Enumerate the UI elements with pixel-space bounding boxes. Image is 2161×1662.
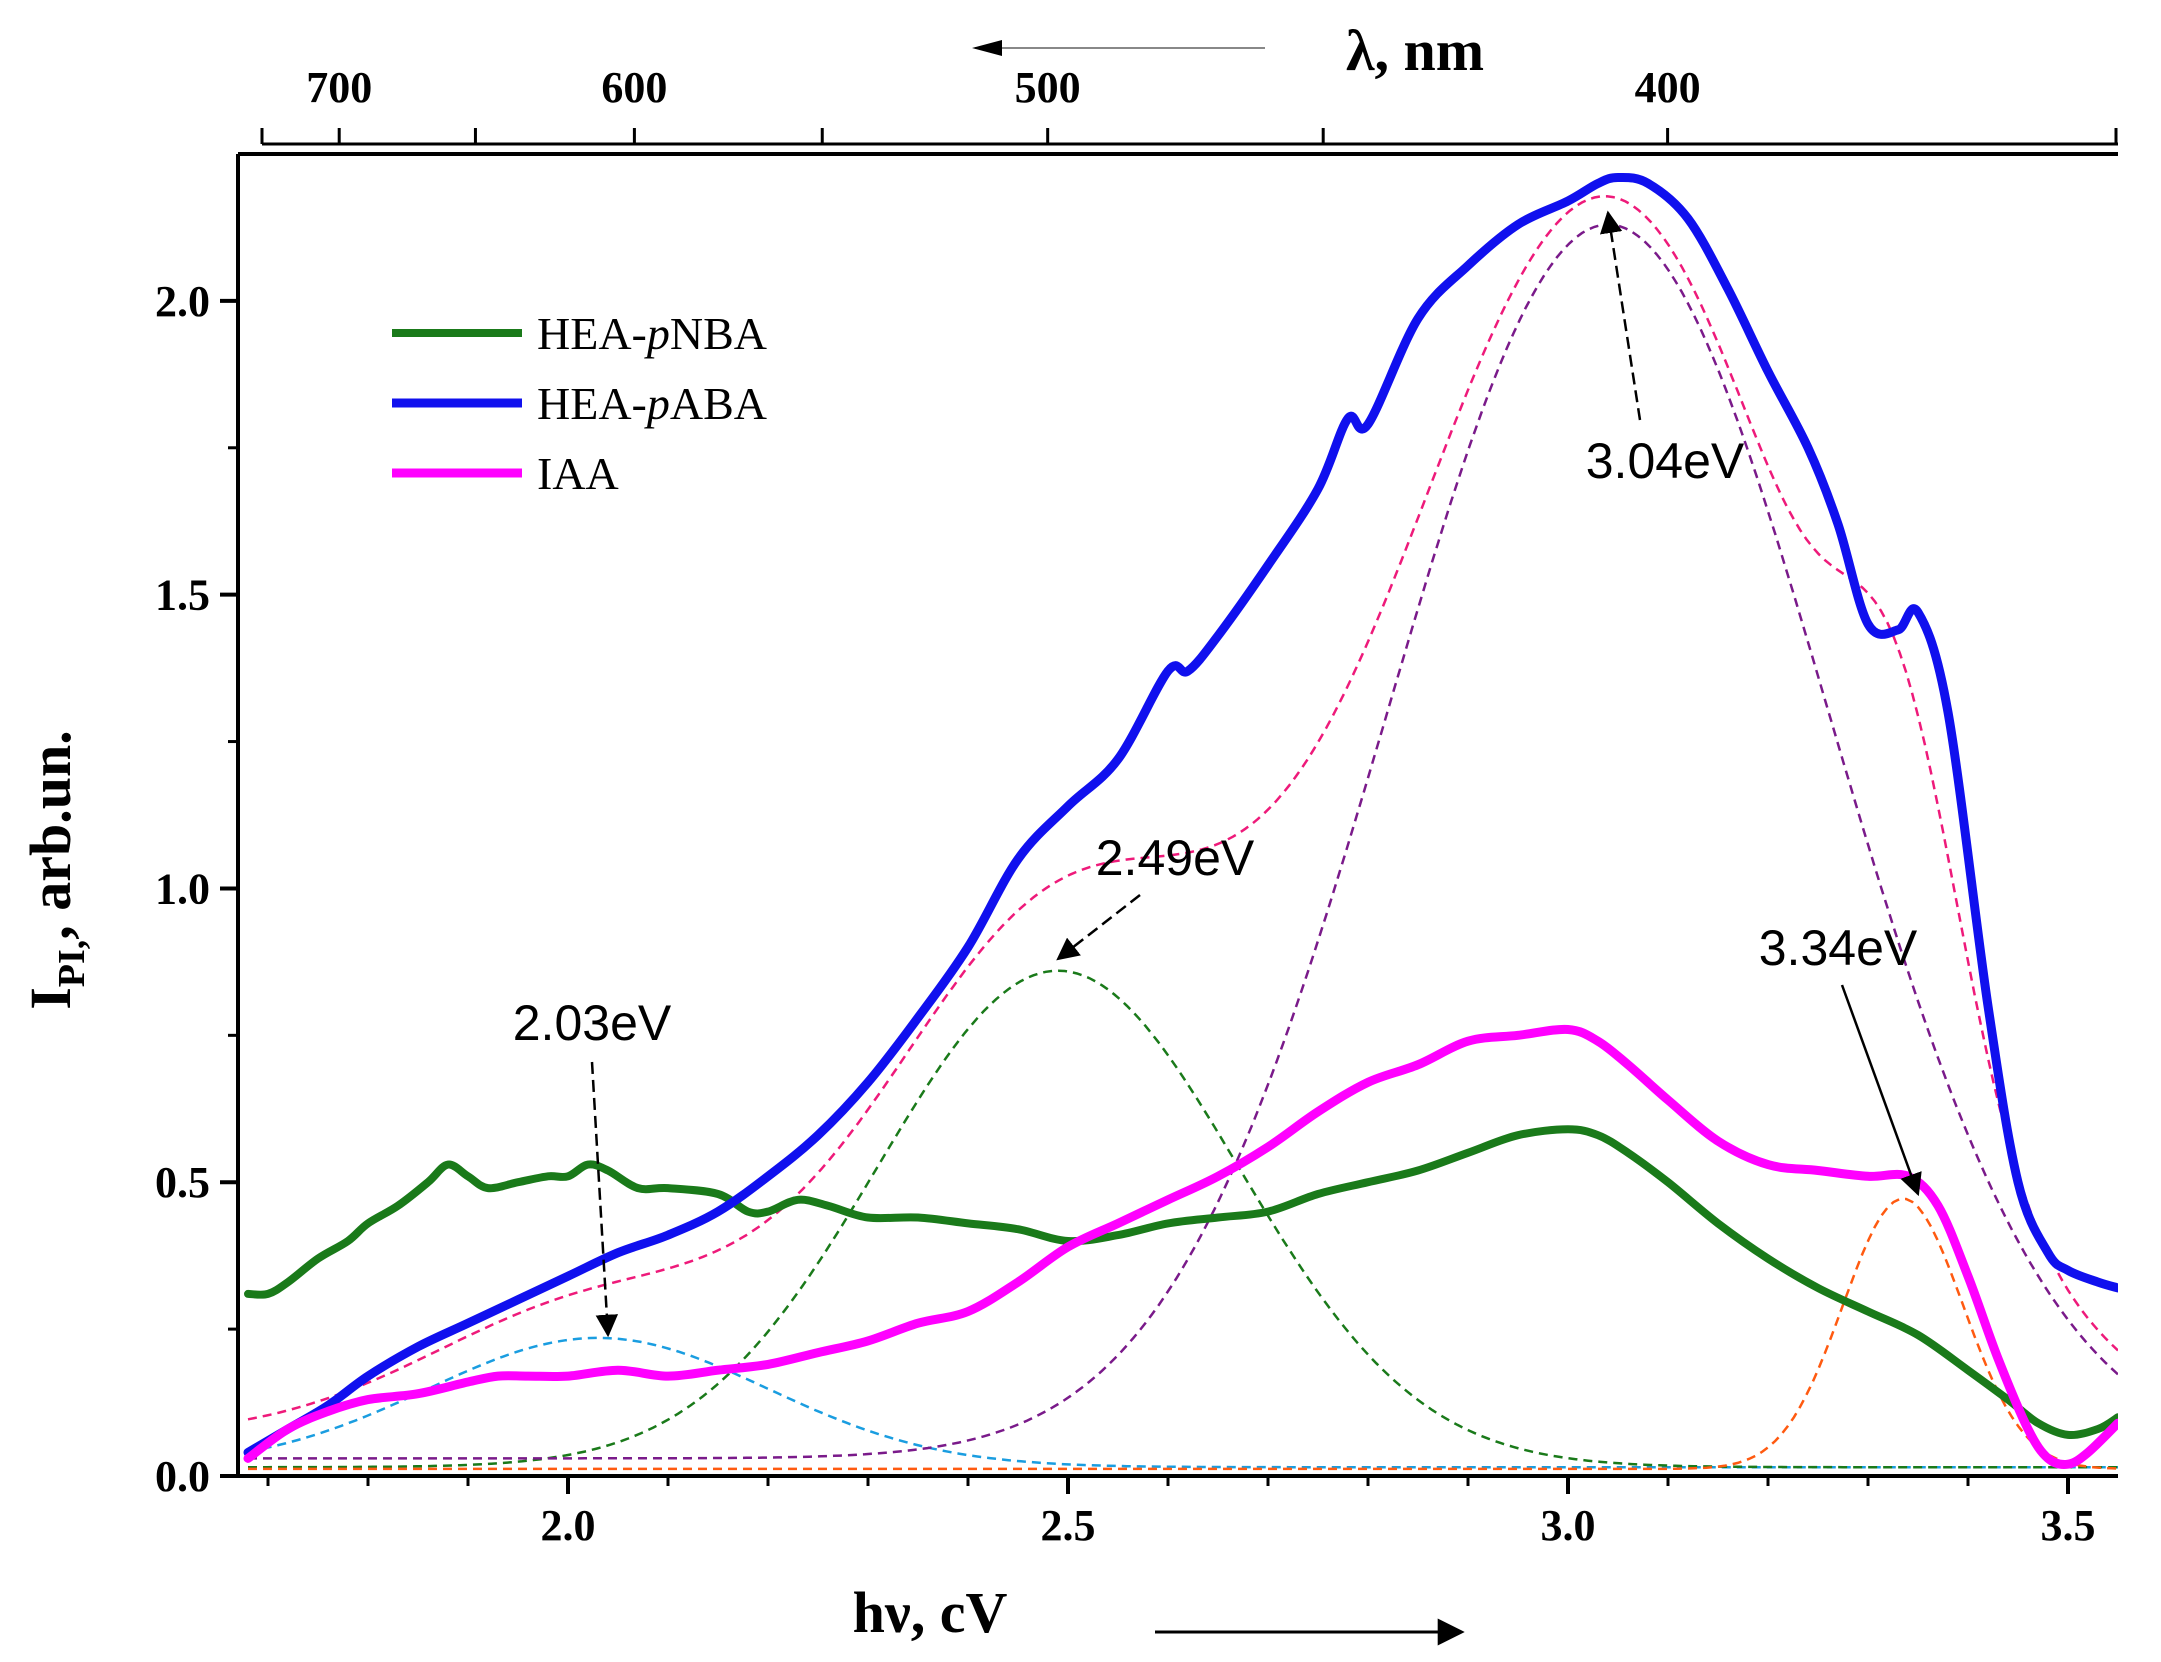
- fit-curves: [247, 195, 2118, 1471]
- annotation-label-3.34eV: 3.34eV: [1759, 920, 1918, 976]
- fit-3.34eV-curve: [248, 1197, 2118, 1471]
- axes: 2.0 2.5 3.0 3.5 0.0 0.5 1.0 1.5 2.0 700 600 500 400 h…: [18, 18, 2118, 1646]
- fit-2.49eV-curve: [248, 969, 2118, 1469]
- x-tick-label: 2.0: [541, 1501, 596, 1550]
- data-series: [243, 172, 2118, 1470]
- annotation-arrow-3.34eV: [1840, 984, 1922, 1197]
- fit-sum-curve: [247, 195, 2118, 1421]
- wavelength-axis-title: λ, nm: [1346, 18, 1484, 83]
- x-tick-label: 3.5: [2041, 1501, 2096, 1550]
- annotation-arrow-2.03eV: [590, 1061, 619, 1338]
- annotation-label-3.04eV: 3.04eV: [1586, 433, 1745, 489]
- fit-2.03eV-curve: [247, 1336, 2118, 1469]
- y-axis-title: IPI,, arb.un.: [18, 730, 93, 1010]
- annotation-arrow-2.49eV: [1056, 894, 1141, 961]
- annotation-label-2.03eV: 2.03eV: [513, 995, 672, 1051]
- legend-label-IAA: IAA: [537, 448, 619, 499]
- annotation-arrow-3.04eV: [1599, 210, 1642, 421]
- peak-annotations: 2.03eV 2.49eV 3.04eV 3.34eV: [513, 210, 1922, 1338]
- x-tick-label: 3.0: [1541, 1501, 1596, 1550]
- wavelength-tick-label: 600: [601, 63, 667, 112]
- annotation-label-2.49eV: 2.49eV: [1096, 830, 1255, 886]
- y-tick-label: 1.0: [155, 864, 210, 913]
- y-tick-label: 2.0: [155, 277, 210, 326]
- y-axis-title-subscript: PI,: [51, 940, 93, 988]
- wavelength-arrow-head: [972, 40, 1002, 56]
- x-axis-title: hν, cV: [853, 1580, 1008, 1645]
- y-tick-label: 0.0: [155, 1452, 210, 1501]
- wavelength-tick-label: 500: [1015, 63, 1081, 112]
- series-line-HEA-pABA: [243, 172, 2118, 1457]
- fit-3.04eV-curve: [248, 223, 2118, 1460]
- series-line-HEA-pNBA: [244, 1125, 2118, 1440]
- legend-label-HEA-pABA: HEA-pABA: [537, 378, 767, 429]
- wavelength-tick-label: 700: [306, 63, 372, 112]
- y-tick-label: 1.5: [155, 571, 210, 620]
- x-tick-label: 2.5: [1041, 1501, 1096, 1550]
- y-axis-title-rest: , arb.un.: [18, 730, 83, 940]
- wavelength-tick-label: 400: [1635, 63, 1701, 112]
- series-line-IAA: [243, 1024, 2118, 1470]
- y-tick-label: 0.5: [155, 1158, 210, 1207]
- y-axis-title-main: I: [18, 987, 83, 1010]
- legend-label-HEA-pNBA: HEA-pNBA: [537, 308, 767, 359]
- legend: HEA-pNBA HEA-pABA IAA: [392, 308, 767, 499]
